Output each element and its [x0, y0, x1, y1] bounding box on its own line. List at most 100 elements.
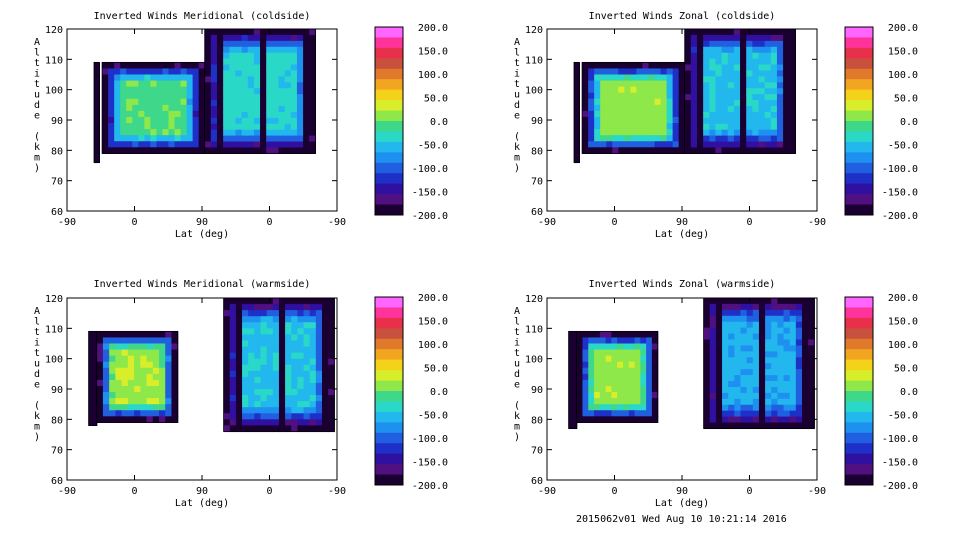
contour-cell	[241, 135, 249, 143]
contour-cell	[235, 334, 243, 342]
contour-cell	[278, 100, 286, 107]
contour-cell	[588, 147, 595, 154]
contour-cell	[734, 315, 742, 323]
contour-cell	[582, 110, 589, 118]
contour-cell	[235, 34, 243, 42]
contour-cell	[260, 100, 267, 107]
contour-cell	[120, 80, 127, 88]
contour-cell	[150, 68, 158, 76]
contour-cell	[303, 88, 310, 95]
contour-cell	[120, 129, 127, 136]
colorbar-swatch	[845, 110, 873, 122]
contour-cell	[138, 80, 145, 88]
contour-cell	[789, 404, 797, 412]
contour-cell	[802, 333, 809, 341]
contour-cell	[746, 135, 753, 143]
contour-cell	[758, 141, 766, 149]
contour-cell	[746, 345, 754, 352]
contour-cell	[109, 361, 116, 369]
contour-cell	[666, 80, 674, 88]
colorbar-swatch	[375, 422, 403, 434]
contour-cell	[272, 111, 280, 119]
contour-cell	[180, 141, 188, 148]
contour-cell	[703, 88, 710, 95]
contour-cell	[660, 98, 668, 106]
contour-cell	[594, 74, 601, 82]
contour-cell	[606, 123, 613, 130]
contour-cell	[758, 381, 766, 388]
contour-cell	[235, 46, 243, 54]
contour-cell	[144, 147, 151, 154]
contour-cell	[235, 94, 243, 101]
contour-cell	[309, 123, 316, 131]
contour-cell	[248, 401, 255, 408]
contour-cell	[210, 34, 218, 42]
contour-cell	[241, 141, 249, 149]
contour-cell	[297, 419, 305, 426]
contour-cell	[746, 117, 753, 125]
contour-cell	[192, 68, 200, 76]
contour-cell	[733, 94, 741, 101]
contour-cell	[297, 425, 305, 433]
colorbar-label: 0.0	[430, 117, 448, 128]
contour-cell	[758, 88, 766, 95]
colorbar-label: -200.0	[882, 481, 918, 492]
contour-cell	[296, 40, 304, 48]
contour-cell	[646, 392, 653, 399]
contour-cell	[223, 358, 231, 366]
contour-cell	[229, 401, 237, 408]
contour-cell	[651, 416, 659, 423]
y-tick-label: 90	[51, 116, 63, 127]
contour-cell	[278, 82, 286, 89]
contour-cell	[582, 62, 589, 70]
contour-cell	[309, 40, 316, 48]
contour-cell	[162, 68, 170, 76]
colorbar-label: -150.0	[882, 458, 918, 469]
contour-cell	[672, 116, 680, 124]
y-axis-label-char	[34, 390, 40, 401]
contour-cell	[248, 346, 255, 354]
colorbar-swatch	[845, 338, 873, 350]
contour-cell	[108, 141, 115, 148]
contour-cell	[783, 111, 790, 119]
contour-cell	[285, 316, 292, 323]
contour-cell	[703, 392, 711, 400]
contour-cell	[746, 416, 754, 424]
contour-cell	[721, 94, 729, 101]
contour-cell	[138, 74, 145, 82]
contour-cell	[96, 121, 100, 128]
contour-cell	[248, 376, 255, 384]
colorbar-swatch	[845, 204, 873, 216]
contour-cell	[709, 117, 717, 125]
contour-cell	[303, 401, 311, 408]
contour-cell	[651, 373, 659, 381]
contour-cell	[651, 349, 659, 357]
contour-cell	[247, 105, 255, 113]
colorbar-swatch	[845, 152, 873, 164]
contour-cell	[134, 379, 141, 387]
contour-cell	[159, 361, 166, 369]
contour-cell	[568, 416, 574, 423]
contour-cell	[727, 34, 735, 42]
contour-cell	[217, 52, 224, 60]
contour-cell	[715, 381, 723, 388]
contour-cell	[740, 404, 748, 412]
contour-cell	[140, 416, 148, 423]
contour-cell	[576, 392, 584, 399]
contour-cell	[186, 141, 194, 148]
contour-cell	[599, 361, 607, 369]
contour-cell	[588, 410, 595, 417]
contour-cell	[156, 86, 164, 94]
contour-cell	[746, 58, 753, 66]
contour-cell	[223, 304, 231, 311]
contour-cell	[642, 141, 650, 148]
contour-cell	[156, 104, 164, 112]
contour-cell	[94, 121, 98, 128]
contour-cell	[709, 422, 717, 430]
contour-cell	[328, 364, 335, 372]
contour-cell	[576, 398, 584, 405]
contour-cell	[727, 105, 735, 113]
contour-cell	[703, 117, 710, 125]
y-axis-label-char: e	[34, 111, 40, 122]
contour-cell	[247, 141, 255, 149]
